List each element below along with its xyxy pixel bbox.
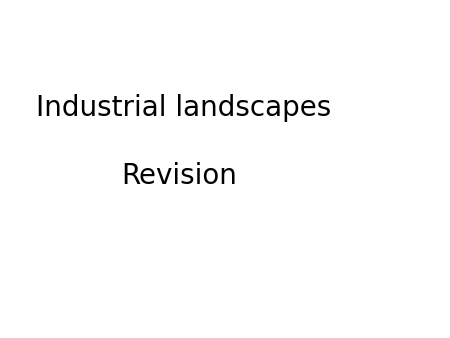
Text: Industrial landscapes: Industrial landscapes (36, 94, 331, 122)
Text: Revision: Revision (122, 162, 238, 190)
